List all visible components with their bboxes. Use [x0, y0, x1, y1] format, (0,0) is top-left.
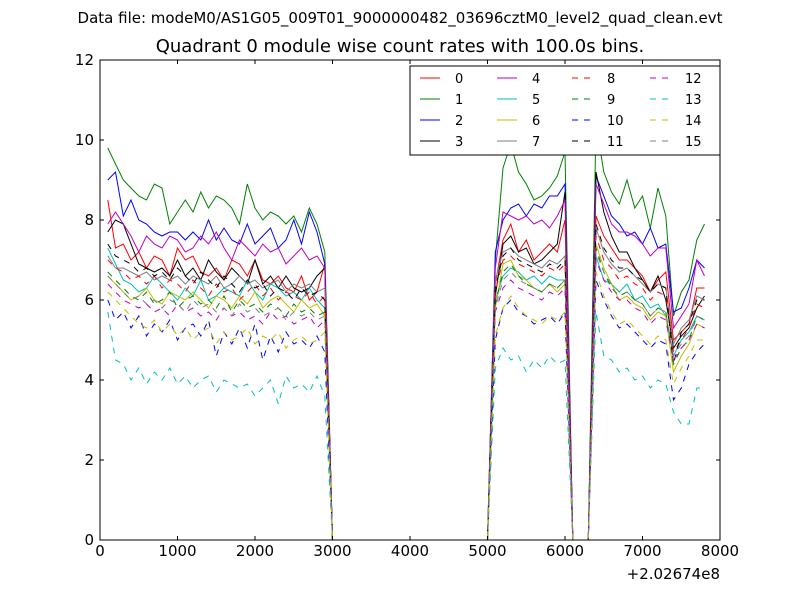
tick-layer: 0 1000 2000 3000 4000 5000 6000 7000 80000246810… — [75, 51, 739, 583]
legend-label-3: 3 — [455, 135, 463, 150]
series-line-1 — [107, 123, 705, 540]
y-tick-label: 8 — [84, 211, 94, 229]
legend-label-9: 9 — [607, 93, 615, 108]
x-tick-label: 5000 — [468, 542, 506, 560]
x-tick-label: 4000 — [391, 542, 429, 560]
series-line-5 — [107, 247, 705, 540]
series-line-4 — [107, 183, 705, 540]
x-tick-label: 3000 — [313, 542, 351, 560]
series-layer — [107, 123, 705, 540]
legend-label-1: 1 — [455, 93, 463, 108]
y-tick-label: 4 — [84, 371, 94, 389]
series-line-14 — [107, 271, 705, 540]
series-line-10 — [107, 279, 705, 540]
legend-label-5: 5 — [532, 93, 540, 108]
series-line-6 — [107, 243, 705, 540]
series-line-9 — [107, 247, 705, 540]
x-tick-label: 7000 — [623, 542, 661, 560]
legend-label-12: 12 — [685, 72, 702, 87]
legend-label-6: 6 — [532, 114, 540, 129]
y-tick-label: 0 — [84, 531, 94, 549]
legend-label-10: 10 — [607, 114, 624, 129]
series-line-11 — [107, 223, 705, 540]
series-line-12 — [107, 259, 705, 540]
x-tick-label: 0 — [95, 542, 105, 560]
x-tick-label: 6000 — [546, 542, 584, 560]
legend-label-7: 7 — [532, 135, 540, 150]
series-line-8 — [107, 235, 705, 540]
x-offset-label: +2.02674e8 — [627, 565, 720, 583]
series-line-7 — [107, 227, 705, 540]
series-line-3 — [107, 171, 705, 540]
legend-label-11: 11 — [607, 135, 624, 150]
legend-label-8: 8 — [607, 72, 615, 87]
series-line-2 — [107, 170, 705, 540]
series-line-13 — [107, 311, 705, 540]
chart-title: Quadrant 0 module wise count rates with … — [155, 36, 645, 57]
y-tick-label: 2 — [84, 451, 94, 469]
legend-label-2: 2 — [455, 114, 463, 129]
legend-box — [409, 65, 721, 156]
legend-label-14: 14 — [685, 114, 702, 129]
data-file-supertitle: Data file: modeM0/AS1G05_009T01_90000004… — [77, 9, 723, 27]
series-line-15 — [107, 251, 705, 540]
y-tick-label: 12 — [75, 51, 94, 69]
legend-label-4: 4 — [532, 72, 540, 87]
y-tick-label: 6 — [84, 291, 94, 309]
x-tick-label: 8000 — [701, 542, 739, 560]
x-tick-label: 2000 — [236, 542, 274, 560]
legend-label-0: 0 — [455, 72, 463, 87]
legend-label-13: 13 — [685, 93, 702, 108]
legend-label-15: 15 — [685, 135, 702, 150]
series-line-0 — [107, 199, 705, 540]
x-tick-label: 1000 — [158, 542, 196, 560]
y-tick-label: 10 — [75, 131, 94, 149]
